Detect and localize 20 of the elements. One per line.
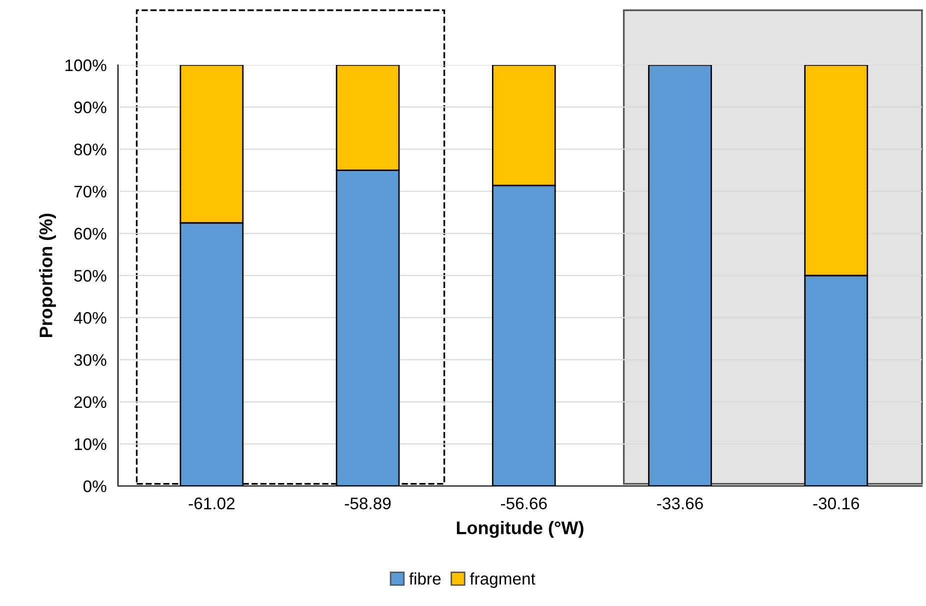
x-tick-label: -56.66 (501, 498, 547, 510)
y-tick-label: 0% (83, 480, 106, 492)
x-axis-title: Longitude (°W) (456, 520, 584, 538)
legend-label: fibre (409, 572, 441, 585)
y-tick-label: 20% (74, 396, 106, 408)
y-tick-label: 80% (74, 144, 106, 156)
y-tick-label: 70% (74, 186, 106, 198)
y-tick-label: 40% (74, 312, 106, 324)
y-tick-label: 30% (74, 354, 106, 366)
y-axis-title: Proportion (%) (39, 214, 56, 337)
y-tick-label: 10% (74, 438, 106, 450)
x-tick-label: -33.66 (657, 498, 703, 510)
y-tick-label: 90% (74, 102, 106, 114)
y-tick-label: 50% (74, 270, 106, 282)
x-tick-label: -58.89 (344, 498, 391, 510)
y-tick-label: 60% (74, 228, 106, 240)
legend-label: fragment (470, 572, 536, 588)
x-tick-label: -30.16 (813, 498, 860, 510)
y-tick-label: 100% (66, 59, 106, 72)
x-tick-label: -61.02 (188, 498, 234, 510)
